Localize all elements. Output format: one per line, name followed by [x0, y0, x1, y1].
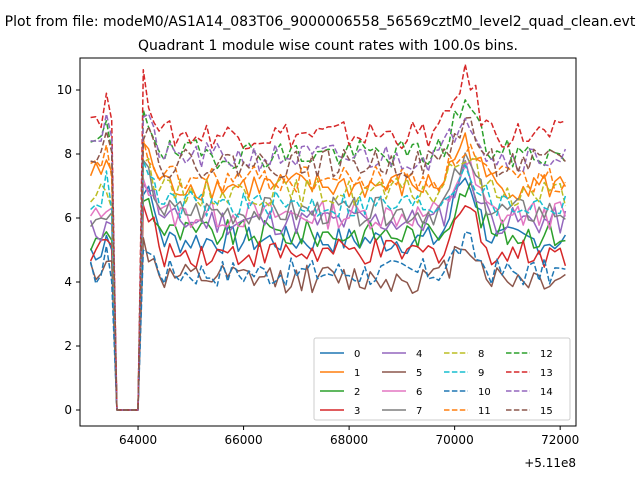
legend-label-1: 1 [354, 368, 360, 379]
chart-title: Quadrant 1 module wise count rates with … [138, 38, 518, 54]
series-line-8 [90, 155, 567, 411]
series-line-10 [89, 231, 566, 411]
series-layer [89, 63, 567, 411]
x-tick-label: 70000 [436, 433, 474, 447]
y-tick-label: 2 [64, 339, 72, 353]
series-line-14 [90, 113, 567, 411]
series-line-5 [89, 237, 566, 411]
y-tick-label: 4 [64, 275, 72, 289]
x-tick-label: 68000 [330, 433, 368, 447]
legend-label-8: 8 [478, 349, 484, 360]
series-line-0 [89, 177, 567, 411]
legend-label-7: 7 [416, 406, 422, 417]
y-tick-label: 8 [64, 147, 72, 161]
figure-suptitle: Plot from file: modeM0/AS1A14_083T06_900… [5, 14, 636, 30]
series-line-15 [90, 116, 566, 411]
legend-label-12: 12 [540, 349, 553, 360]
y-axis: 0 2 4 6 8 10 [57, 83, 80, 417]
series-line-11 [90, 138, 567, 411]
legend-label-4: 4 [416, 349, 422, 360]
legend-label-11: 11 [478, 406, 491, 417]
x-offset-label: +5.11e8 [524, 456, 576, 470]
y-tick-label: 6 [64, 211, 72, 225]
legend-box [313, 337, 571, 421]
x-axis: 64000 66000 68000 70000 72000 [119, 426, 579, 447]
legend-label-0: 0 [354, 349, 360, 360]
series-line-13 [90, 63, 566, 411]
y-tick-label: 10 [57, 83, 72, 97]
x-tick-label: 66000 [224, 433, 262, 447]
legend-label-10: 10 [478, 387, 491, 398]
legend-label-14: 14 [540, 387, 553, 398]
legend-label-5: 5 [416, 368, 422, 379]
legend-label-13: 13 [540, 368, 553, 379]
x-tick-label: 72000 [541, 433, 579, 447]
series-line-7 [90, 152, 566, 411]
legend-label-15: 15 [540, 406, 553, 417]
legend-label-6: 6 [416, 387, 422, 398]
legend-label-3: 3 [354, 406, 360, 417]
legend-label-9: 9 [478, 368, 484, 379]
axes-frame [79, 57, 577, 427]
series-line-6 [89, 160, 567, 411]
series-line-9 [90, 160, 567, 411]
legend-label-2: 2 [354, 387, 360, 398]
series-line-4 [89, 159, 567, 411]
series-line-3 [89, 204, 567, 411]
series-line-12 [90, 99, 567, 411]
x-tick-label: 64000 [119, 433, 157, 447]
y-tick-label: 0 [64, 403, 72, 417]
